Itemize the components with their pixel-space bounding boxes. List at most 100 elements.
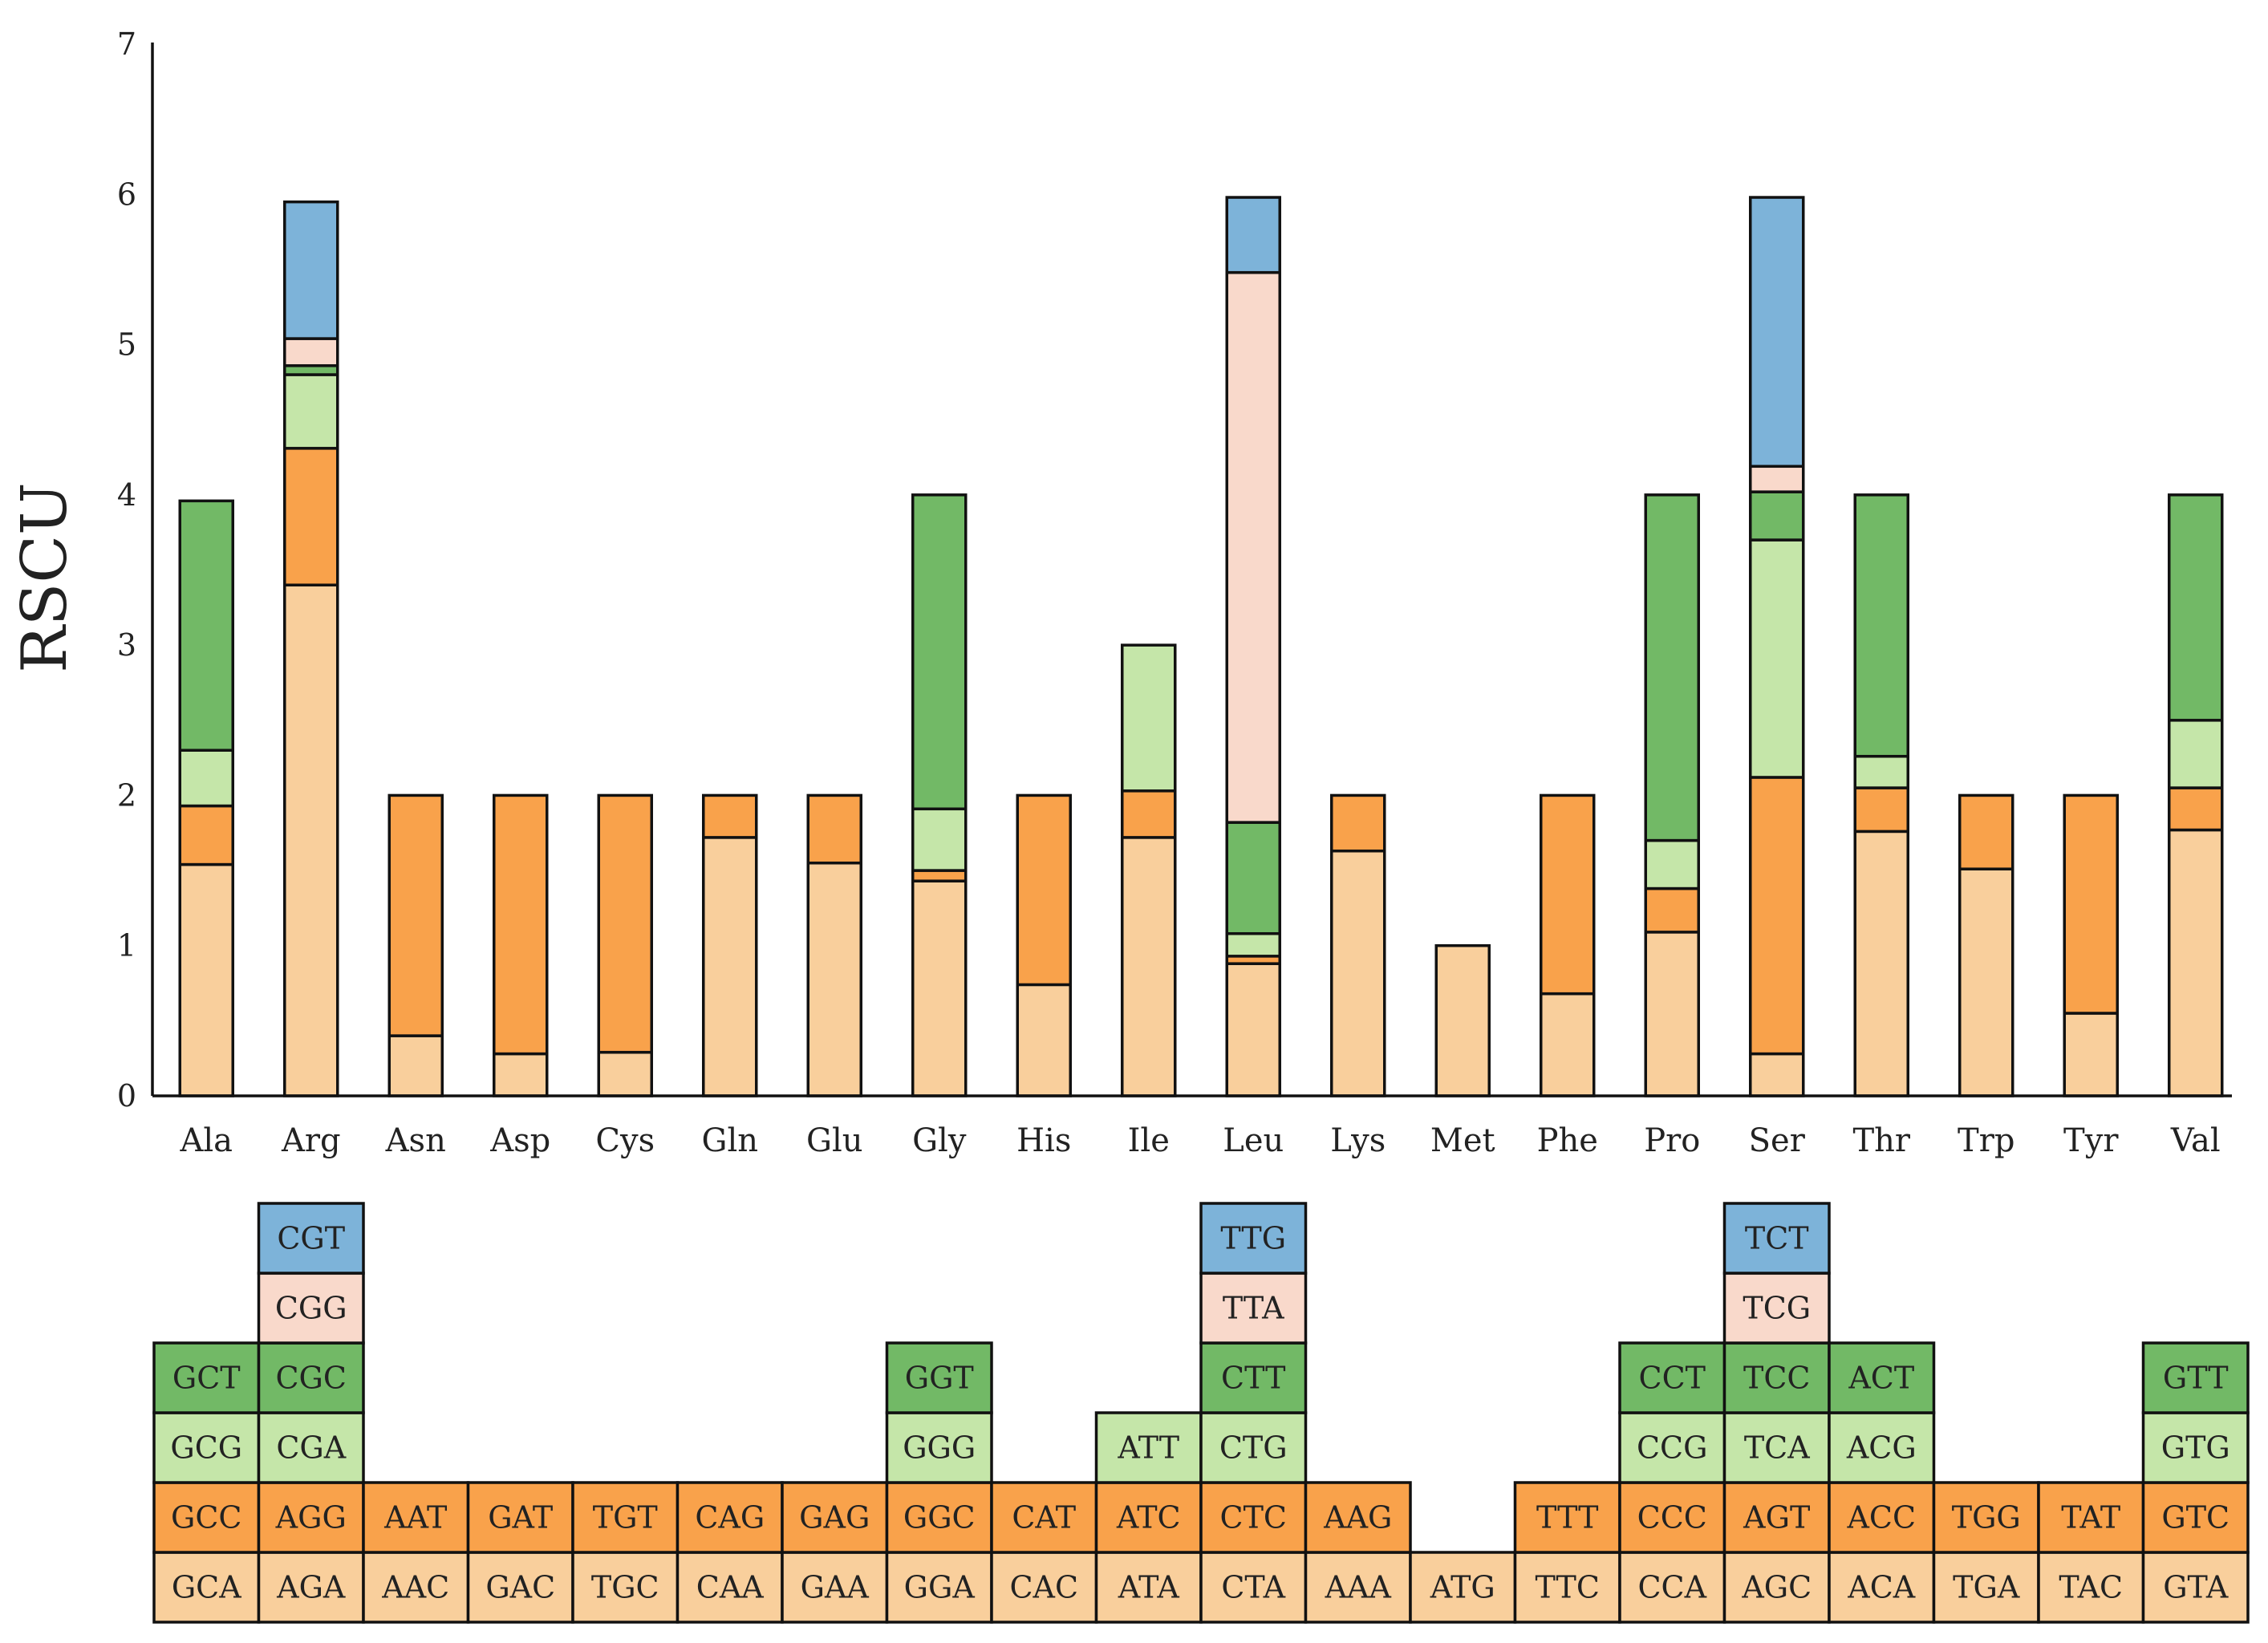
bar-segment-val-3: [2168, 493, 2224, 722]
y-tick-label: 6: [117, 176, 136, 212]
bar-segment-his-1: [1016, 793, 1072, 987]
bar-segment-pro-2: [1644, 838, 1700, 890]
codon-cell: [257, 1272, 365, 1345]
codon-label: ACG: [1846, 1430, 1917, 1466]
codon-label: GAA: [801, 1570, 870, 1605]
bar-segment-leu-0: [1225, 962, 1281, 1097]
bar-segment-ala-2: [178, 748, 234, 808]
bar-segment-phe-0: [1540, 992, 1596, 1097]
bar-segment-leu-3: [1225, 821, 1281, 935]
bar-segment-leu-4: [1225, 270, 1281, 824]
codon-cell: [2141, 1481, 2250, 1554]
codon-label: CAA: [696, 1570, 765, 1605]
bar-segment-gly-1: [911, 869, 968, 882]
codon-label: TAC: [2059, 1570, 2123, 1605]
codon-label: AGG: [275, 1500, 347, 1535]
codon-label: TCG: [1743, 1291, 1811, 1326]
codon-label: GCT: [172, 1361, 241, 1396]
codon-cell: [781, 1481, 889, 1554]
bar-segment-pro-3: [1644, 493, 1700, 842]
codon-label: AAC: [381, 1570, 449, 1605]
y-axis-ticks: 0 1 2 3 4 5 6 7: [117, 26, 136, 1114]
codon-cell: [1094, 1411, 1203, 1484]
codon-label: GTT: [2163, 1361, 2229, 1396]
x-tick-label: Asn: [385, 1122, 446, 1159]
bar-segment-ser-1: [1749, 776, 1805, 1056]
codon-label: AAA: [1325, 1570, 1392, 1605]
bar-segment-ile-2: [1121, 643, 1177, 793]
bar-segment-arg-4: [283, 337, 339, 367]
codon-label: CAT: [1012, 1500, 1076, 1535]
codon-cell: [571, 1551, 680, 1624]
x-tick-label: Leu: [1223, 1122, 1284, 1159]
bar-segment-trp-1: [1958, 793, 2014, 870]
codon-cell: [990, 1481, 1098, 1554]
codon-cell: [885, 1341, 993, 1414]
codon-label: CTT: [1221, 1361, 1285, 1396]
y-tick-label: 1: [117, 928, 136, 963]
x-tick-label: Glu: [806, 1122, 863, 1159]
bar-segment-thr-2: [1853, 754, 1909, 789]
codon-label: ATT: [1117, 1430, 1179, 1466]
bar-segment-arg-1: [283, 447, 339, 586]
codon-label: AAT: [383, 1500, 447, 1535]
codon-label: GTG: [2161, 1430, 2230, 1466]
codon-cell: [362, 1481, 470, 1554]
codon-cell: [257, 1411, 365, 1484]
codon-label: CCT: [1639, 1361, 1706, 1396]
codon-label: TCC: [1743, 1361, 1811, 1396]
x-tick-label: Arg: [281, 1122, 341, 1159]
bar-segment-ile-0: [1121, 836, 1177, 1097]
codon-cell: [1828, 1411, 1936, 1484]
codon-label: ATG: [1430, 1570, 1495, 1605]
x-tick-label: Cys: [595, 1122, 655, 1159]
codon-label: TGG: [1952, 1500, 2021, 1535]
bar-segment-arg-0: [283, 583, 339, 1097]
x-tick-label: Val: [2170, 1122, 2221, 1159]
x-tick-label: Ala: [179, 1122, 233, 1159]
codon-label: TCT: [1745, 1221, 1809, 1256]
x-tick-label: Gln: [701, 1122, 758, 1159]
codon-cell: [466, 1481, 574, 1554]
bar-segment-gln-1: [702, 793, 758, 839]
bar-segment-thr-1: [1853, 786, 1909, 834]
x-tick-label: Phe: [1537, 1122, 1598, 1159]
codon-cell: [1199, 1272, 1308, 1345]
codon-label: GCG: [170, 1430, 242, 1466]
codon-label: TAT: [2061, 1500, 2120, 1535]
codon-label: GGA: [904, 1570, 976, 1605]
codon-label: CAC: [1009, 1570, 1078, 1605]
bar-segment-asn-0: [387, 1034, 444, 1097]
x-tick-label: His: [1016, 1122, 1071, 1159]
bar-segment-thr-3: [1853, 493, 1909, 758]
bar-segment-gly-0: [911, 879, 968, 1097]
bar-segment-trp-0: [1958, 867, 2014, 1097]
codon-label: GGG: [903, 1430, 976, 1466]
codon-label: AAG: [1323, 1500, 1392, 1535]
bar-segment-ser-4: [1749, 465, 1805, 493]
x-tick-label: Pro: [1644, 1122, 1700, 1159]
codon-label: AGC: [1741, 1570, 1812, 1605]
bar-segment-lys-1: [1330, 793, 1386, 853]
codon-label: TGC: [591, 1570, 659, 1605]
x-tick-label: Asp: [489, 1122, 550, 1159]
codon-cell: [152, 1551, 261, 1624]
x-tick-label: Ile: [1128, 1122, 1170, 1159]
bar-segment-gly-2: [911, 807, 968, 872]
codon-label: CCC: [1637, 1500, 1707, 1535]
x-tick-label: Trp: [1958, 1122, 2014, 1159]
codon-label: GAC: [485, 1570, 555, 1605]
codon-label: CCG: [1637, 1430, 1708, 1466]
codon-label: TTC: [1536, 1570, 1600, 1605]
codon-cell: [1094, 1481, 1203, 1554]
codon-label: AGA: [276, 1570, 346, 1605]
bar-segment-ser-5: [1749, 196, 1805, 469]
codon-label: TGT: [593, 1500, 658, 1535]
codon-cell: [676, 1481, 784, 1554]
bar-segment-cys-0: [597, 1050, 653, 1097]
x-tick-label: Thr: [1852, 1122, 1910, 1159]
codon-cell: [1932, 1551, 2040, 1624]
codon-cell: [2141, 1341, 2250, 1414]
bar-segment-asp-0: [493, 1052, 549, 1097]
